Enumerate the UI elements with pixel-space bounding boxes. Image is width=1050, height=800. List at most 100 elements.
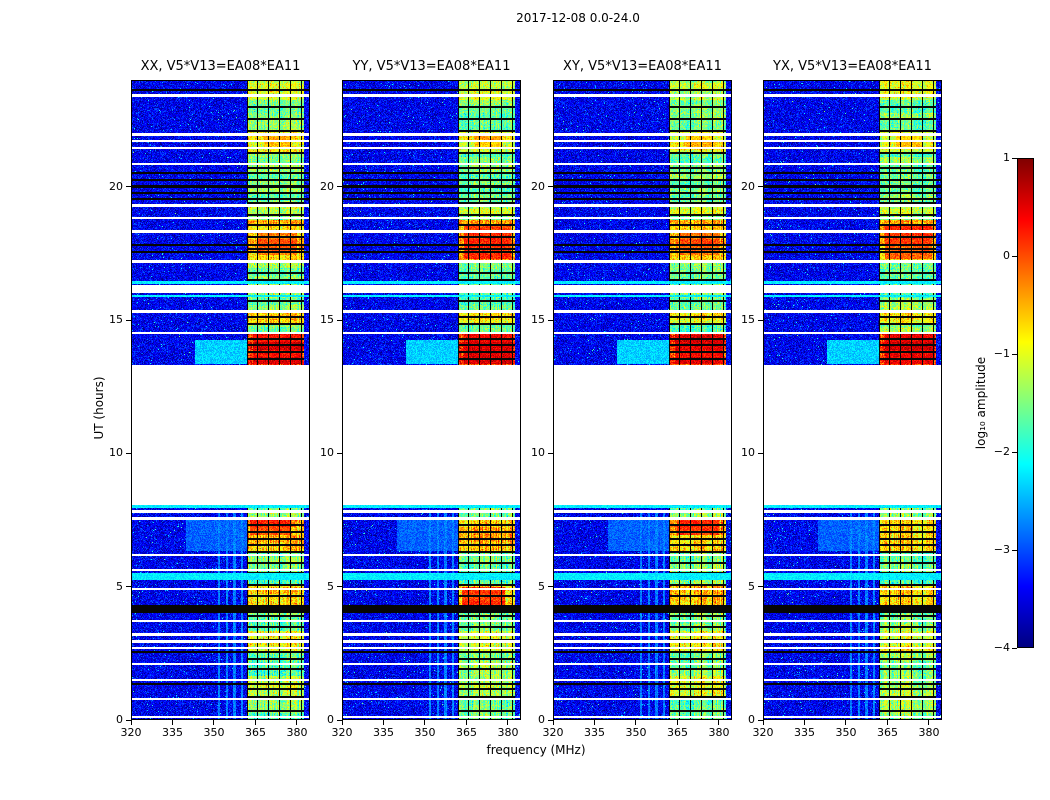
- x-tick-mark: [507, 720, 509, 725]
- y-tick-label: 15: [741, 313, 755, 326]
- colorbar-tick-mark: [1012, 157, 1017, 159]
- x-tick-mark: [552, 720, 554, 725]
- x-tick-mark: [635, 720, 637, 725]
- y-tick-mark: [126, 586, 131, 588]
- y-axis-label: UT (hours): [92, 376, 106, 440]
- x-tick-mark: [296, 720, 298, 725]
- y-tick-mark: [126, 452, 131, 454]
- colorbar-tick-mark: [1012, 647, 1017, 649]
- panel-title-yx: YX, V5*V13=EA08*EA11: [773, 59, 932, 74]
- y-tick-mark: [548, 319, 553, 321]
- x-tick-label: 380: [708, 726, 730, 739]
- y-tick-label: 10: [531, 446, 545, 460]
- colorbar-tick-mark: [1012, 255, 1017, 257]
- x-tick-label: 350: [625, 726, 647, 739]
- y-tick-mark: [758, 719, 763, 721]
- x-axis-label: frequency (MHz): [486, 743, 586, 757]
- colorbar-tick-label: −3: [993, 543, 1010, 556]
- colorbar-tick-label: 0: [1003, 249, 1010, 262]
- y-tick-label: 20: [109, 179, 123, 193]
- y-tick-mark: [548, 452, 553, 454]
- colorbar-gradient: [1017, 158, 1034, 648]
- y-tick-mark: [126, 719, 131, 721]
- y-tick-mark: [758, 319, 763, 321]
- y-tick-mark: [548, 186, 553, 188]
- y-tick-label: 5: [327, 579, 334, 593]
- panel-title-xx: XX, V5*V13=EA08*EA11: [140, 59, 301, 74]
- x-tick-label: 320: [542, 726, 564, 739]
- x-tick-mark: [424, 720, 426, 725]
- y-tick-label: 15: [109, 313, 123, 326]
- colorbar-label: log₁₀ amplitude: [974, 356, 988, 450]
- x-tick-label: 335: [161, 726, 183, 739]
- y-tick-label: 0: [538, 713, 545, 726]
- x-tick-mark: [254, 720, 256, 725]
- y-tick-mark: [758, 452, 763, 454]
- colorbar-tick-label: −2: [993, 445, 1010, 458]
- x-tick-label: 350: [835, 726, 857, 739]
- y-tick-label: 15: [531, 313, 545, 326]
- spectrogram-xx: [131, 80, 310, 720]
- y-tick-mark: [337, 586, 342, 588]
- colorbar-tick-mark: [1012, 353, 1017, 355]
- y-tick-label: 5: [538, 579, 545, 593]
- y-tick-mark: [758, 586, 763, 588]
- y-tick-mark: [126, 319, 131, 321]
- y-tick-mark: [126, 186, 131, 188]
- panel-title-yy: YY, V5*V13=EA08*EA11: [352, 59, 511, 74]
- figure-title: 2017-12-08 0.0-24.0: [516, 11, 640, 25]
- y-tick-label: 0: [116, 713, 123, 726]
- colorbar-tick-label: −1: [993, 347, 1010, 360]
- y-tick-label: 20: [741, 179, 755, 193]
- x-tick-mark: [718, 720, 720, 725]
- x-tick-mark: [845, 720, 847, 725]
- y-tick-label: 20: [320, 179, 334, 193]
- x-tick-mark: [171, 720, 173, 725]
- x-tick-label: 365: [244, 726, 266, 739]
- y-tick-label: 0: [327, 713, 334, 726]
- y-tick-mark: [758, 186, 763, 188]
- y-tick-mark: [548, 586, 553, 588]
- x-tick-label: 350: [414, 726, 436, 739]
- y-tick-label: 20: [531, 179, 545, 193]
- y-tick-label: 5: [748, 579, 755, 593]
- x-tick-mark: [886, 720, 888, 725]
- y-tick-mark: [337, 186, 342, 188]
- x-tick-mark: [213, 720, 215, 725]
- y-tick-mark: [337, 452, 342, 454]
- spectrogram-yy: [342, 80, 521, 720]
- x-tick-mark: [676, 720, 678, 725]
- x-tick-mark: [382, 720, 384, 725]
- x-tick-label: 320: [752, 726, 774, 739]
- x-tick-label: 320: [331, 726, 353, 739]
- x-tick-label: 365: [455, 726, 477, 739]
- y-tick-mark: [548, 719, 553, 721]
- y-tick-label: 0: [748, 713, 755, 726]
- y-tick-label: 10: [320, 446, 334, 460]
- colorbar-tick-mark: [1012, 451, 1017, 453]
- y-tick-mark: [337, 319, 342, 321]
- x-tick-label: 365: [876, 726, 898, 739]
- x-tick-label: 335: [372, 726, 394, 739]
- x-tick-mark: [803, 720, 805, 725]
- colorbar-tick-label: −4: [993, 641, 1010, 654]
- y-tick-label: 10: [741, 446, 755, 460]
- x-tick-mark: [465, 720, 467, 725]
- x-tick-label: 380: [286, 726, 308, 739]
- y-tick-label: 15: [320, 313, 334, 326]
- x-tick-label: 350: [203, 726, 225, 739]
- x-tick-label: 365: [666, 726, 688, 739]
- colorbar-tick-mark: [1012, 549, 1017, 551]
- panel-title-xy: XY, V5*V13=EA08*EA11: [563, 59, 722, 74]
- x-tick-mark: [762, 720, 764, 725]
- spectrogram-xy: [553, 80, 732, 720]
- x-tick-mark: [593, 720, 595, 725]
- x-tick-label: 335: [583, 726, 605, 739]
- spectrogram-yx: [763, 80, 942, 720]
- x-tick-label: 320: [120, 726, 142, 739]
- y-tick-mark: [337, 719, 342, 721]
- x-tick-mark: [130, 720, 132, 725]
- y-tick-label: 5: [116, 579, 123, 593]
- x-tick-mark: [928, 720, 930, 725]
